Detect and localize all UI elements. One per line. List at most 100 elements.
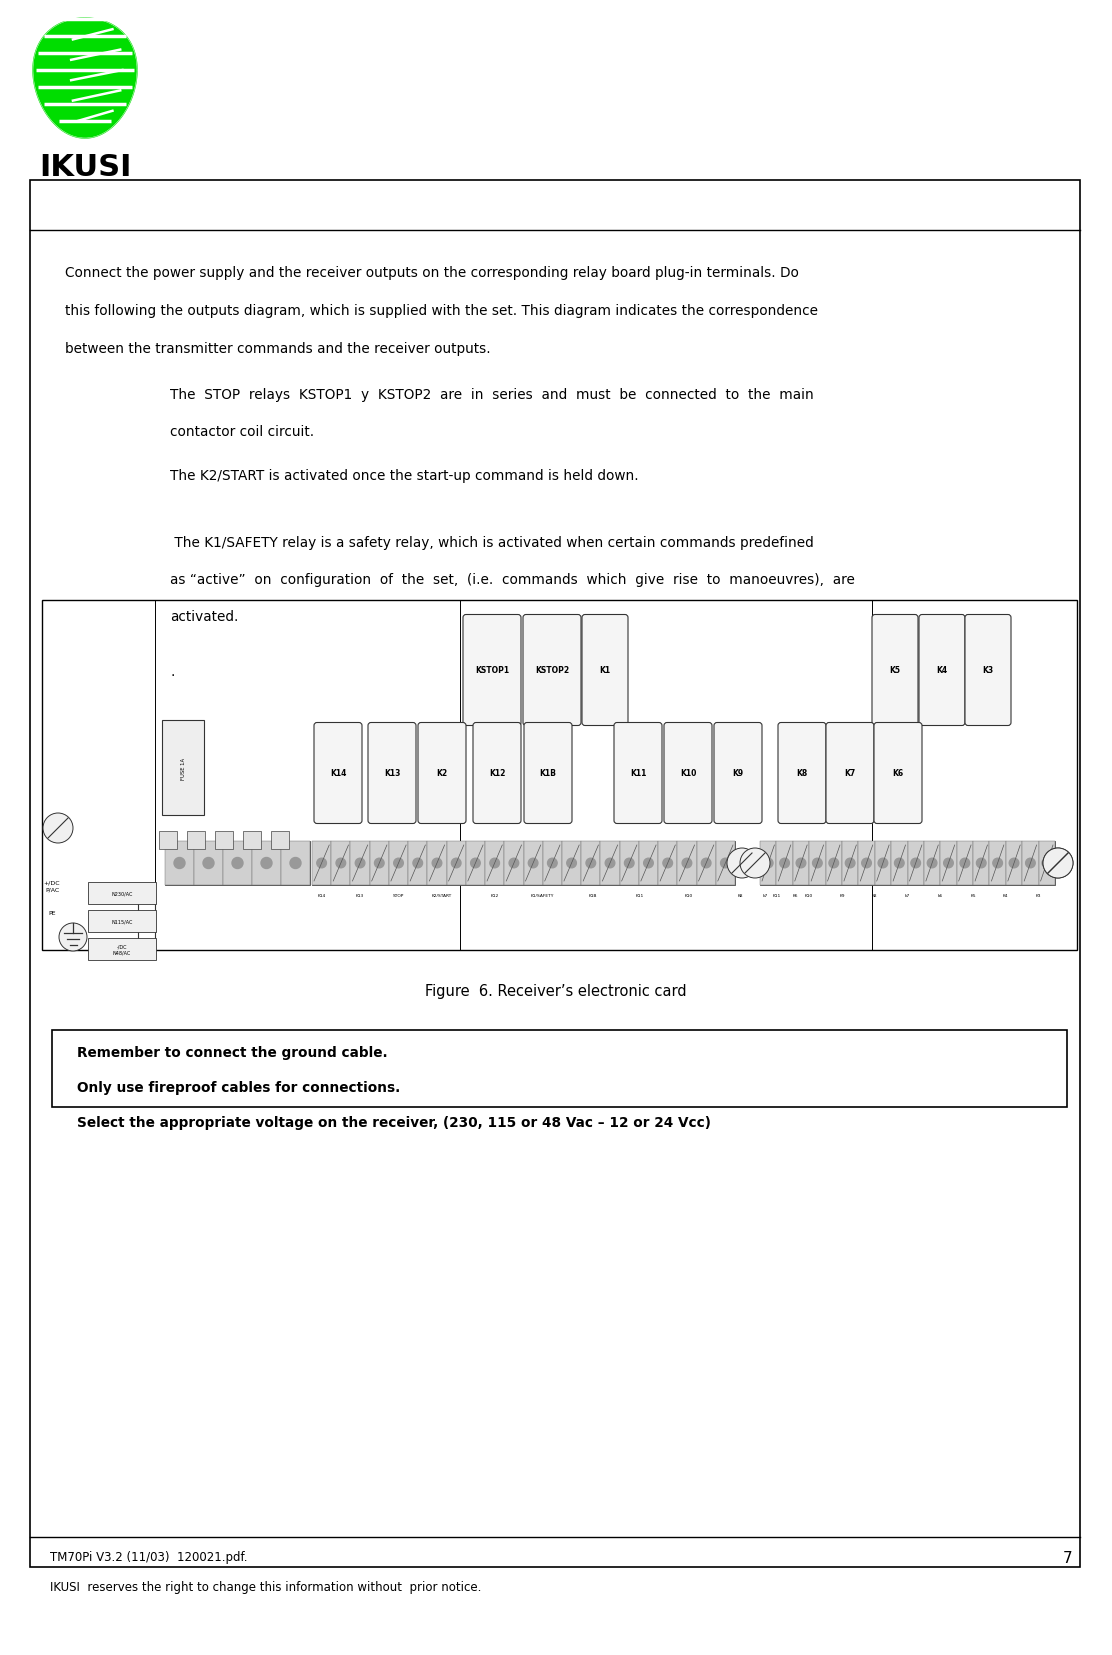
Circle shape [490,859,499,869]
Text: activated.: activated. [170,609,238,624]
FancyBboxPatch shape [965,616,1011,727]
Bar [408,841,427,885]
Text: STOP: STOP [393,894,404,897]
Text: Only use fireproof cables for connections.: Only use fireproof cables for connection… [77,1081,400,1094]
Text: K3: K3 [982,665,993,675]
Bar [427,841,447,885]
Text: K9: K9 [840,894,845,897]
Text: K8: K8 [872,894,877,897]
Text: Connect the power supply and the receiver outputs on the corresponding relay boa: Connect the power supply and the receive… [64,266,798,280]
Text: K9: K9 [733,770,744,778]
Circle shape [644,859,653,869]
Circle shape [780,859,790,869]
Text: K13: K13 [356,894,364,897]
Circle shape [433,859,441,869]
Circle shape [813,859,822,869]
Text: K1: K1 [599,665,610,675]
FancyBboxPatch shape [523,616,580,727]
Circle shape [470,859,480,869]
Bar [369,841,389,885]
Bar [759,841,1055,885]
Bar [187,831,205,849]
Bar [88,910,156,932]
Bar [224,841,252,885]
Circle shape [375,859,384,869]
Bar [331,841,350,885]
Bar [165,841,310,885]
FancyBboxPatch shape [582,616,628,727]
Text: K10: K10 [685,894,693,897]
Bar [973,841,990,885]
Text: N230/AC: N230/AC [111,890,132,895]
Bar [52,1031,1068,1107]
Circle shape [394,859,404,869]
Bar [1022,841,1039,885]
Bar [466,841,485,885]
Circle shape [960,859,970,869]
Circle shape [993,859,1002,869]
Text: K1/SAFETY: K1/SAFETY [530,894,554,897]
Bar [658,841,677,885]
Circle shape [232,857,244,869]
Bar [281,841,310,885]
Text: PE: PE [48,910,56,915]
FancyBboxPatch shape [872,616,919,727]
Bar [716,841,735,885]
Bar [956,841,973,885]
Bar [159,831,177,849]
Text: IKUSI  reserves the right to change this information without  prior notice.: IKUSI reserves the right to change this … [50,1581,481,1594]
Text: K10: K10 [805,894,813,897]
Circle shape [911,859,921,869]
Bar [562,841,582,885]
Circle shape [1025,859,1035,869]
Bar [842,841,858,885]
Text: .: . [170,665,175,679]
Circle shape [625,859,634,869]
FancyBboxPatch shape [826,723,874,824]
Circle shape [173,857,185,869]
Bar [891,841,907,885]
Bar [825,841,842,885]
FancyBboxPatch shape [473,723,522,824]
Circle shape [413,859,423,869]
Text: K6: K6 [792,894,797,897]
Text: Figure  6. Receiver’s electronic card: Figure 6. Receiver’s electronic card [425,983,687,998]
Text: K12: K12 [489,770,505,778]
FancyBboxPatch shape [418,723,466,824]
Circle shape [1010,859,1019,869]
Bar [924,841,941,885]
Bar [907,841,924,885]
Circle shape [355,859,365,869]
Bar [875,841,891,885]
Bar [639,841,658,885]
Circle shape [203,857,214,869]
FancyBboxPatch shape [524,723,572,824]
Text: 7: 7 [1062,1551,1072,1566]
Polygon shape [33,18,137,139]
Text: +/DC
P/AC: +/DC P/AC [43,880,60,892]
Text: K11: K11 [636,894,644,897]
Bar [696,841,716,885]
FancyBboxPatch shape [368,723,416,824]
Bar [619,841,639,885]
FancyBboxPatch shape [614,723,662,824]
FancyBboxPatch shape [314,723,363,824]
Circle shape [878,859,887,869]
Circle shape [721,859,731,869]
Text: K5: K5 [971,894,976,897]
Bar [88,938,156,960]
FancyBboxPatch shape [463,616,522,727]
Bar [252,841,281,885]
Text: as “active”  on  configuration  of  the  set,  (i.e.  commands  which  give  ris: as “active” on configuration of the set,… [170,573,855,586]
Circle shape [739,849,770,879]
Text: N115/AC: N115/AC [111,919,132,923]
Bar [42,601,1078,950]
Bar [162,720,203,816]
Text: K8: K8 [737,894,743,897]
Circle shape [944,859,953,869]
Text: IKUSI: IKUSI [39,152,131,182]
Text: K7: K7 [844,770,855,778]
Text: The K1/SAFETY relay is a safety relay, which is activated when certain commands : The K1/SAFETY relay is a safety relay, w… [170,535,814,549]
Bar [1039,841,1055,885]
Text: KSTOP1: KSTOP1 [475,665,509,675]
